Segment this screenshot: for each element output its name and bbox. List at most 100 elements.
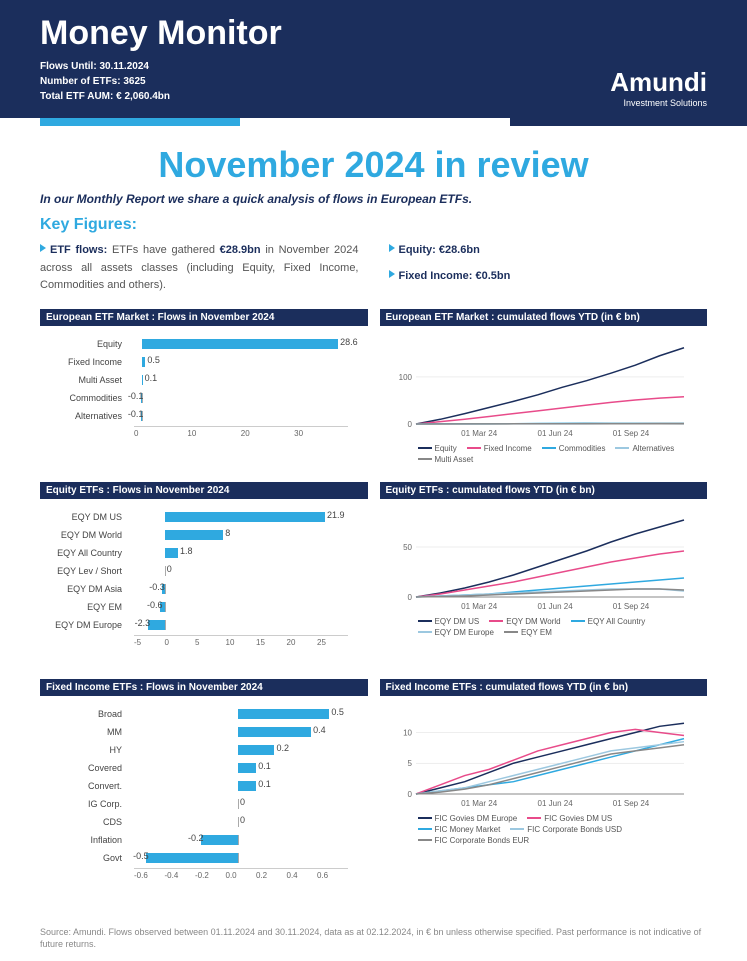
bar-row: HY 0.2: [48, 742, 348, 758]
svg-text:01 Jun 24: 01 Jun 24: [537, 602, 573, 611]
bar-row: IG Corp. 0: [48, 796, 348, 812]
legend-item: FIC Govies DM Europe: [418, 814, 518, 823]
triangle-icon: [389, 270, 395, 278]
chart-fi-flows-nov: Fixed Income ETFs : Flows in November 20…: [40, 679, 368, 900]
line-chart-svg: 051001 Mar 2401 Jun 2401 Sep 24: [388, 704, 688, 812]
header-meta: Flows Until: 30.11.2024 Number of ETFs: …: [40, 59, 707, 104]
legend-item: Equity: [418, 444, 457, 453]
legend-item: EQY DM Europe: [418, 628, 494, 637]
bar-row: Alternatives -0.1: [48, 408, 348, 424]
legend-item: FIC Govies DM US: [527, 814, 612, 823]
chart1-title: European ETF Market : Flows in November …: [40, 309, 368, 326]
bar-label: Commodities: [48, 393, 128, 403]
svg-text:01 Mar 24: 01 Mar 24: [461, 602, 498, 611]
equity-fi-summary: Equity: €28.6bn Fixed Income: €0.5bn: [389, 242, 708, 295]
bar-row: CDS 0: [48, 814, 348, 830]
flow-label: ETF flows:: [50, 244, 107, 256]
triangle-icon: [389, 244, 395, 252]
chart-equity-flows-nov: Equity ETFs : Flows in November 2024 EQY…: [40, 482, 368, 667]
svg-text:0: 0: [407, 420, 412, 429]
bar-label: Equity: [48, 339, 128, 349]
svg-text:01 Sep 24: 01 Sep 24: [612, 429, 649, 438]
brand-name: Amundi: [610, 67, 707, 98]
bar-label: MM: [48, 727, 128, 737]
svg-text:100: 100: [398, 373, 412, 382]
meta-flows-until: Flows Until: 30.11.2024: [40, 59, 707, 74]
fi-summary: Fixed Income: €0.5bn: [399, 270, 511, 282]
legend-item: EQY DM World: [489, 617, 560, 626]
key-figures-row: ETF flows: ETFs have gathered €28.9bn in…: [40, 242, 707, 295]
chart-legend: EquityFixed IncomeCommoditiesAlternative…: [388, 442, 700, 470]
chart-legend: FIC Govies DM Europe FIC Govies DM US FIC …: [388, 812, 700, 851]
etf-flows-text: ETF flows: ETFs have gathered €28.9bn in…: [40, 242, 359, 295]
bar-label: Alternatives: [48, 411, 128, 421]
brand-subtitle: Investment Solutions: [610, 98, 707, 108]
bar-row: EQY All Country 1.8: [48, 545, 348, 561]
bar-row: MM 0.4: [48, 724, 348, 740]
bar-row: Equity 28.6: [48, 336, 348, 352]
legend-item: FIC Corporate Bonds EUR: [418, 836, 530, 845]
bar-label: Fixed Income: [48, 357, 128, 367]
chart2-title: European ETF Market : cumulated flows YT…: [380, 309, 708, 326]
svg-text:01 Sep 24: 01 Sep 24: [612, 602, 649, 611]
triangle-icon: [40, 244, 46, 252]
svg-text:01 Mar 24: 01 Mar 24: [461, 429, 498, 438]
bar-label: EQY EM: [48, 602, 128, 612]
legend-item: EQY DM US: [418, 617, 480, 626]
legend-item: Multi Asset: [418, 455, 474, 464]
bar-row: Multi Asset 0.1: [48, 372, 348, 388]
bar-label: Govt: [48, 853, 128, 863]
source-footnote: Source: Amundi. Flows observed between 0…: [0, 922, 747, 961]
svg-text:10: 10: [403, 728, 412, 737]
chart-legend: EQY DM US EQY DM World EQY All Country EQY …: [388, 615, 700, 643]
bar-label: Inflation: [48, 835, 128, 845]
bar-label: Broad: [48, 709, 128, 719]
report-title: Money Monitor: [40, 14, 707, 53]
bar-row: Inflation -0.2: [48, 832, 348, 848]
bar-row: Commodities -0.1: [48, 390, 348, 406]
bar-label: Convert.: [48, 781, 128, 791]
bar-row: EQY DM Europe -2.3: [48, 617, 348, 633]
bar-row: EQY Lev / Short 0: [48, 563, 348, 579]
line-chart-svg: 05001 Mar 2401 Jun 2401 Sep 24: [388, 507, 688, 615]
equity-summary: Equity: €28.6bn: [399, 244, 480, 256]
flow-amount: €28.9bn: [220, 244, 261, 256]
page-subtitle: In our Monthly Report we share a quick a…: [40, 192, 707, 206]
chart-etf-flows-nov: European ETF Market : Flows in November …: [40, 309, 368, 470]
bar-label: EQY DM Asia: [48, 584, 128, 594]
accent-bars: [0, 118, 747, 126]
legend-item: FIC Corporate Bonds USD: [510, 825, 622, 834]
svg-text:5: 5: [407, 759, 412, 768]
brand-logo: Amundi Investment Solutions: [610, 67, 707, 108]
bar-row: Broad 0.5: [48, 706, 348, 722]
chart3-title: Equity ETFs : Flows in November 2024: [40, 482, 368, 499]
bar-row: Covered 0.1: [48, 760, 348, 776]
legend-item: EQY EM: [504, 628, 552, 637]
bar-row: Govt -0.5: [48, 850, 348, 866]
bar-label: IG Corp.: [48, 799, 128, 809]
legend-item: FIC Money Market: [418, 825, 501, 834]
meta-total-aum: Total ETF AUM: € 2,060.4bn: [40, 89, 707, 104]
chart-etf-cumulated-ytd: European ETF Market : cumulated flows YT…: [380, 309, 708, 470]
legend-item: EQY All Country: [571, 617, 646, 626]
bar-row: EQY DM Asia -0.3: [48, 581, 348, 597]
svg-text:01 Sep 24: 01 Sep 24: [612, 799, 649, 808]
bar-row: Convert. 0.1: [48, 778, 348, 794]
bar-label: CDS: [48, 817, 128, 827]
line-chart-svg: 0 100 01 Mar 24 01 Jun 24 01 Sep 24: [388, 334, 688, 442]
report-header: Money Monitor Flows Until: 30.11.2024 Nu…: [0, 0, 747, 118]
bar-label: Multi Asset: [48, 375, 128, 385]
chart5-title: Fixed Income ETFs : Flows in November 20…: [40, 679, 368, 696]
bar-label: Covered: [48, 763, 128, 773]
chart-fi-cumulated-ytd: Fixed Income ETFs : cumulated flows YTD …: [380, 679, 708, 900]
chart-equity-cumulated-ytd: Equity ETFs : cumulated flows YTD (in € …: [380, 482, 708, 667]
chart4-title: Equity ETFs : cumulated flows YTD (in € …: [380, 482, 708, 499]
key-figures-heading: Key Figures:: [40, 216, 707, 234]
meta-num-etfs: Number of ETFs: 3625: [40, 74, 707, 89]
page-title: November 2024 in review: [40, 144, 707, 186]
svg-text:0: 0: [407, 790, 412, 799]
bar-label: EQY DM Europe: [48, 620, 128, 630]
svg-text:01 Jun 24: 01 Jun 24: [537, 429, 573, 438]
bar-label: EQY DM World: [48, 530, 128, 540]
bar-row: Fixed Income 0.5: [48, 354, 348, 370]
